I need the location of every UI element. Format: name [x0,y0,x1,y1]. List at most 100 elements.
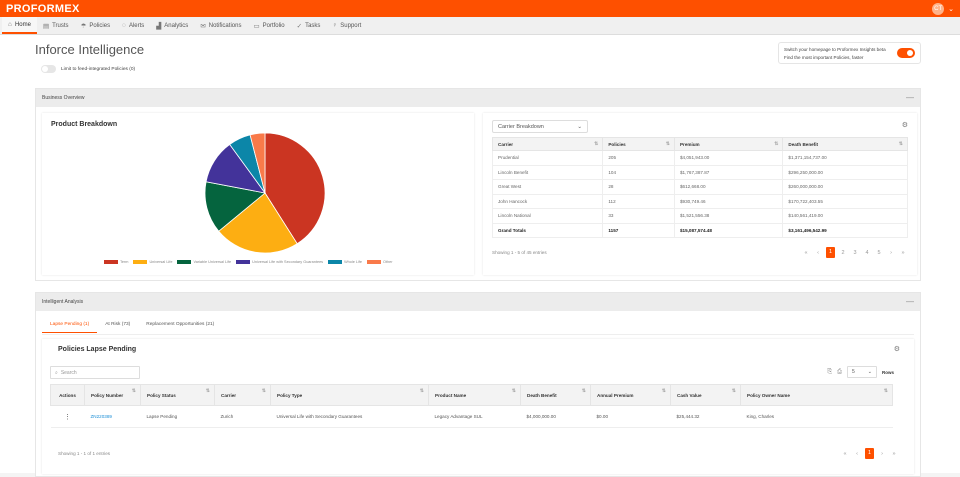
export-icon[interactable]: ⎘ [827,368,833,375]
page-1-button[interactable]: 1 [826,247,835,258]
settings-icon[interactable]: ⚙ [893,346,900,353]
col-product-name[interactable]: Product Name ⇅ [428,384,521,406]
legend-swatch [236,260,251,264]
business-overview-header[interactable]: Business Overview — [36,89,920,107]
section-title: Policies Lapse Pending [58,346,137,353]
col-carrier[interactable]: Carrier ⇅ [491,137,604,151]
legend-item[interactable]: Term [104,260,128,264]
legend-swatch [104,260,118,264]
col-cash-value[interactable]: Cash Value ⇅ [670,384,741,406]
search-input[interactable]: ⌕ Search [50,366,140,379]
tab-replacement-opportunities[interactable]: Replacement Opportunities (21) [146,322,215,327]
nav-support[interactable]: ♀ Support [332,22,362,29]
beta-toggle[interactable] [897,48,915,58]
folder-icon: ▭ [253,22,260,30]
nav-alerts[interactable]: ◌ Alerts [122,22,145,29]
col-premium[interactable]: Premium ⇅ [673,137,784,151]
sort-icon: ⇅ [774,141,779,147]
support-icon: ♀ [332,22,338,29]
nav-analytics[interactable]: ▟ Analytics [156,22,189,30]
table-row: Great West 28 $612,668.00 $260,000,000.00 [491,179,908,195]
pie-slice[interactable] [249,132,266,194]
legend-swatch [367,260,382,264]
col-policy-status[interactable]: Policy Status ⇅ [140,384,215,406]
rows-label: Rows [881,369,894,375]
pie-svg[interactable] [204,132,326,254]
carrier-showing-text: Showing 1 - 5 of 45 entries [492,250,547,255]
avatar[interactable]: CT [932,2,945,15]
prev-page-button[interactable]: ‹ [817,249,819,256]
trusts-icon: ▤ [42,22,50,30]
col-policy-type[interactable]: Policy Type ⇅ [270,384,429,406]
pie-slice[interactable] [218,192,298,254]
col-death-benefit[interactable]: Death Benefit ⇅ [520,384,591,406]
table-row: Lincoln Benefit 104 $1,767,387.87 $296,250,… [491,165,908,180]
col-policies[interactable]: Policies ⇅ [602,137,675,151]
table-row: Lincoln National 33 $1,521,556.38 $140,561,… [491,208,908,224]
legend-item[interactable]: Universal Life [133,260,172,264]
page-4-button[interactable]: 4 [865,249,869,256]
row-actions-menu[interactable]: ⋮ [50,405,85,428]
limit-feed-toggle-row: Limit to feed-integrated Policies (0) [41,65,135,73]
intelligent-analysis-header[interactable]: Intelligent Analysis — [36,293,920,311]
page-3-button[interactable]: 3 [853,249,857,256]
legend-item[interactable]: Whole Life [328,260,362,264]
top-bar: PROFORMEX CT ⌄ [0,0,960,17]
col-death-benefit[interactable]: Death Benefit ⇅ [782,137,908,151]
limit-feed-toggle[interactable] [41,65,56,73]
pie-chart[interactable] [204,132,326,259]
collapse-icon[interactable]: — [906,93,914,102]
bell-icon: ◌ [122,22,126,29]
nav-notifications[interactable]: ✉ Notifications [200,22,242,30]
user-menu[interactable]: CT ⌄ [932,2,954,15]
carrier-pagination: « ‹ 1 2 3 4 5 › » [802,247,907,258]
page-2-button[interactable]: 2 [841,249,845,256]
first-page-button[interactable]: « [804,249,808,256]
beta-line-2: Find the most important Policies, faster [784,55,864,60]
chart-legend: Term Universal Life Variable Universal Lif… [104,260,393,264]
page-5-button[interactable]: 5 [877,249,881,256]
umbrella-icon: ☂ [80,22,87,30]
product-breakdown-title: Product Breakdown [51,121,118,128]
next-page-button[interactable]: › [890,249,892,256]
col-policy-number[interactable]: Policy Number ⇅ [84,384,141,406]
col-carrier[interactable]: Carrier ⇅ [214,384,271,406]
next-page-button[interactable]: › [881,450,883,457]
lapse-pending-card: Policies Lapse Pending ⚙ ⌕ Search ⎘ ⎙ 5 ⌄… [42,339,914,474]
policy-number-link[interactable]: ZN220389 [84,405,141,428]
legend-item[interactable]: Other [367,260,393,264]
tab-lapse-pending[interactable]: Lapse Pending (1) [42,318,98,333]
pdf-export-icon[interactable]: ⎙ [837,368,842,375]
nav-home[interactable]: ⌂ Home [2,17,37,34]
main-nav: ⌂ Home ▤ Trusts ☂ Policies ◌ Alerts ▟ Analyti… [0,17,960,35]
beta-line-1: Switch your homepage to Proformex Insigh… [784,47,886,52]
proformex-logo[interactable]: PROFORMEX [6,2,80,15]
settings-icon[interactable]: ⚙ [901,122,908,129]
business-overview-panel: Business Overview — Product Breakdown Te… [35,88,921,281]
chevron-down-icon[interactable]: ⌄ [948,5,954,13]
first-page-button[interactable]: « [843,450,847,457]
legend-item[interactable]: Universal Life with Secondary Guarantees [236,260,323,264]
carrier-breakdown-select[interactable]: Carrier Breakdown ⌄ [492,120,588,133]
home-icon: ⌂ [8,21,12,28]
col-policy-owner-name[interactable]: Policy Owner Name ⇅ [740,384,893,406]
nav-portfolio[interactable]: ▭ Portfolio [253,22,285,30]
nav-policies[interactable]: ☂ Policies [80,22,111,30]
col-actions: Actions [50,384,85,406]
rows-control: ⎘ ⎙ 5 ⌄ Rows [827,366,894,378]
rows-per-page-select[interactable]: 5 ⌄ [846,366,877,378]
chevron-down-icon: ⌄ [867,369,872,375]
page-1-button[interactable]: 1 [865,448,874,459]
legend-swatch [177,260,192,264]
col-annual-premium[interactable]: Annual Premium ⇅ [590,384,671,406]
tab-at-risk[interactable]: At Risk (73) [105,322,131,327]
collapse-icon[interactable]: — [906,297,914,306]
nav-tasks[interactable]: ✓ Tasks [296,22,321,30]
last-page-button[interactable]: » [901,249,905,256]
legend-item[interactable]: Variable Universal Life [177,260,231,264]
pie-slice[interactable] [204,181,266,232]
last-page-button[interactable]: » [892,450,896,457]
sort-icon: ⇅ [665,141,670,147]
nav-trusts[interactable]: ▤ Trusts [42,22,69,30]
prev-page-button[interactable]: ‹ [856,450,858,457]
